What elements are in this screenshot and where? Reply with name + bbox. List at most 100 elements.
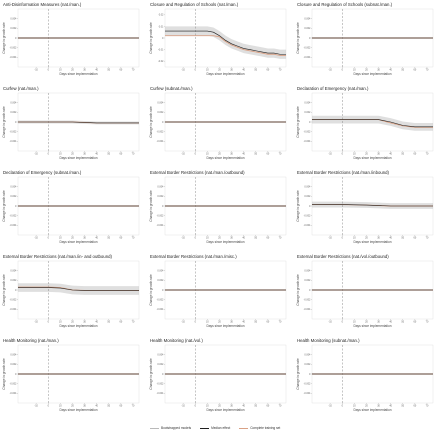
x-tick-label: 60 (120, 69, 123, 72)
x-tick-label: 50 (401, 69, 404, 72)
panel-title: Health Monitoring (subnat./man.) (297, 338, 360, 343)
median-effect-line (165, 30, 286, 55)
x-axis-label: Days since implementation (59, 408, 97, 412)
x-tick-label: 60 (267, 69, 270, 72)
y-tick-label: 0.002 (157, 279, 164, 282)
y-tick-label: 0.002 (304, 111, 311, 114)
panel-title: Health Monitoring (nat./man.) (3, 338, 59, 343)
x-tick-label: 20 (218, 69, 221, 72)
x-tick-label: 10 (206, 237, 209, 240)
y-tick-label: -0.01 (158, 49, 164, 52)
x-tick-label: 10 (353, 69, 356, 72)
panel-title: External Border Restrictions (nat./vol./… (297, 254, 389, 259)
y-axis-label: Change in growth rate (149, 22, 153, 54)
panel-title: Anti-Disinformation Measures (nat./man.) (3, 2, 82, 7)
x-tick-label: 70 (132, 153, 135, 156)
x-tick-label: 0 (195, 237, 197, 240)
y-tick-label: 0.004 (304, 270, 311, 273)
y-tick-label: 0 (15, 121, 17, 124)
y-tick-label: -0.002 (10, 215, 17, 218)
panel-title: External Border Restrictions (nat./man./… (150, 170, 245, 175)
x-tick-label: 60 (267, 405, 270, 408)
complete-training-line (165, 35, 286, 56)
x-tick-label: 60 (120, 405, 123, 408)
x-tick-label: 70 (279, 153, 282, 156)
y-tick-label: 0.02 (159, 14, 164, 17)
x-tick-label: 60 (267, 153, 270, 156)
x-tick-label: 10 (206, 153, 209, 156)
y-tick-label: 0.002 (10, 195, 17, 198)
x-tick-label: 20 (218, 405, 221, 408)
x-tick-label: 10 (59, 321, 62, 324)
y-tick-label: 0 (162, 373, 164, 376)
x-tick-label: 70 (132, 237, 135, 240)
panel-13: Health Monitoring (nat./vol.) Change in g… (149, 338, 287, 412)
x-tick-label: 10 (353, 237, 356, 240)
x-tick-label: 50 (254, 69, 257, 72)
x-tick-label: 0 (48, 405, 50, 408)
y-tick-label: -0.002 (157, 215, 164, 218)
y-axis-label: Change in growth rate (149, 190, 153, 222)
x-tick-label: 30 (230, 321, 233, 324)
x-tick-label: 10 (353, 405, 356, 408)
x-tick-label: 0 (48, 153, 50, 156)
y-tick-label: -0.002 (157, 299, 164, 302)
x-tick-label: 40 (95, 405, 98, 408)
y-tick-label: 0.004 (10, 18, 17, 21)
x-tick-label: 0 (195, 69, 197, 72)
y-tick-label: 0.004 (157, 186, 164, 189)
panel-12: Health Monitoring (nat./man.) Change in g… (2, 338, 140, 412)
x-tick-label: 50 (254, 405, 257, 408)
y-tick-label: -0.004 (10, 308, 17, 311)
x-tick-label: 30 (83, 237, 86, 240)
legend-label-complete: Complete training set (250, 426, 281, 430)
x-tick-label: 10 (206, 405, 209, 408)
x-tick-label: 40 (389, 69, 392, 72)
y-axis-label: Change in growth rate (296, 22, 300, 54)
x-tick-label: 60 (120, 153, 123, 156)
y-tick-label: -0.004 (10, 224, 17, 227)
x-axis-label: Days since implementation (353, 240, 391, 244)
x-tick-label: 50 (254, 153, 257, 156)
y-axis-label: Change in growth rate (296, 274, 300, 306)
x-tick-label: -10 (328, 69, 332, 72)
x-axis-label: Days since implementation (59, 156, 97, 160)
bootstrap-band (18, 283, 139, 295)
x-tick-label: 40 (242, 153, 245, 156)
x-tick-label: -10 (181, 405, 185, 408)
x-tick-label: -10 (181, 69, 185, 72)
x-tick-label: 70 (279, 405, 282, 408)
x-axis-label: Days since implementation (206, 408, 244, 412)
y-tick-label: 0.002 (157, 195, 164, 198)
x-tick-label: 40 (95, 237, 98, 240)
y-tick-label: -0.02 (158, 60, 164, 63)
x-tick-label: 40 (95, 321, 98, 324)
panel-6: Declaration of Emergency (subnat./man.) C… (2, 170, 140, 244)
x-tick-label: 10 (59, 405, 62, 408)
x-tick-label: 60 (120, 237, 123, 240)
x-axis-label: Days since implementation (206, 324, 244, 328)
x-tick-label: 30 (377, 237, 380, 240)
y-tick-label: -0.002 (304, 215, 311, 218)
x-tick-label: -10 (34, 69, 38, 72)
y-axis-label: Change in growth rate (149, 274, 153, 306)
y-tick-label: -0.002 (157, 383, 164, 386)
x-tick-label: 0 (48, 321, 50, 324)
x-tick-label: 30 (377, 321, 380, 324)
x-tick-label: 30 (230, 405, 233, 408)
bootstrap-band (312, 115, 433, 131)
x-axis-label: Days since implementation (59, 324, 97, 328)
panel-8: External Border Restrictions (nat./man./… (296, 170, 434, 244)
x-tick-label: -10 (181, 153, 185, 156)
x-tick-label: 0 (48, 237, 50, 240)
x-tick-label: 60 (267, 321, 270, 324)
y-tick-label: -0.004 (157, 140, 164, 143)
y-tick-label: 0.002 (10, 363, 17, 366)
y-tick-label: -0.002 (304, 383, 311, 386)
y-tick-label: 0.004 (157, 354, 164, 357)
x-tick-label: 50 (401, 237, 404, 240)
x-tick-label: 20 (365, 237, 368, 240)
y-tick-label: 0.002 (157, 111, 164, 114)
x-tick-label: -10 (181, 321, 185, 324)
x-tick-label: 30 (230, 237, 233, 240)
